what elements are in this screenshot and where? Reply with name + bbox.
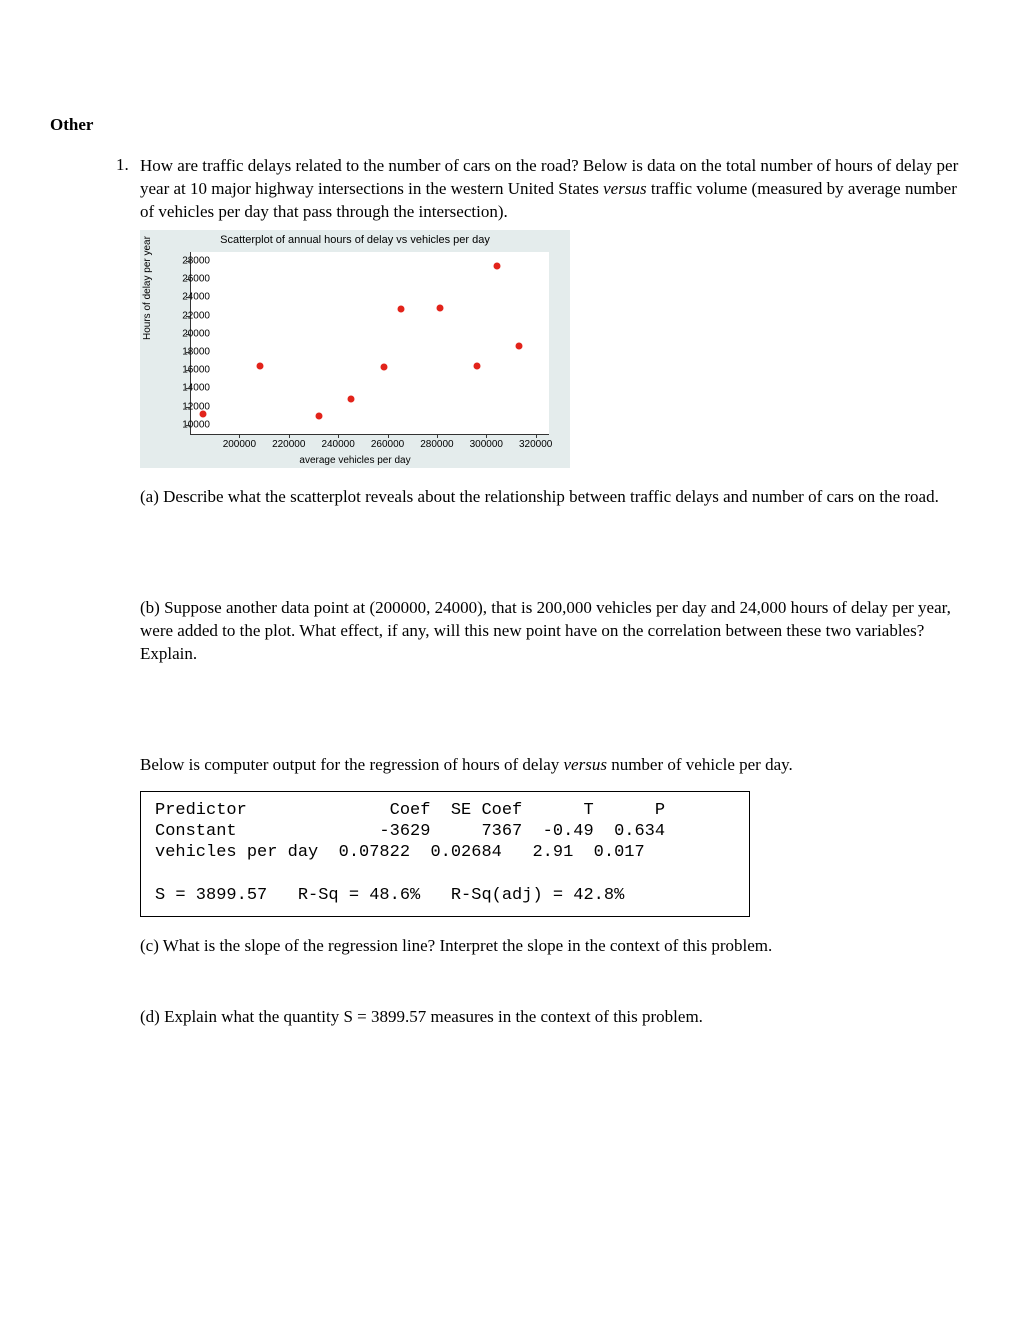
part-d: (d) Explain what the quantity S = 3899.5… (140, 1006, 960, 1029)
y-tick: 16000 (174, 365, 210, 376)
y-tick: 10000 (174, 419, 210, 430)
y-axis-label: Hours of delay per year (142, 236, 153, 340)
spacer (140, 666, 960, 736)
regression-output: Predictor Coef SE Coef T P Constant -362… (140, 791, 750, 917)
data-point (437, 305, 444, 312)
x-tick: 200000 (223, 439, 256, 450)
y-tick: 28000 (174, 255, 210, 266)
x-tick: 260000 (371, 439, 404, 450)
data-point (516, 343, 523, 350)
y-tick: 22000 (174, 310, 210, 321)
question-number: 1. (116, 155, 129, 175)
spacer (140, 958, 960, 988)
data-point (257, 362, 264, 369)
y-tick: 14000 (174, 383, 210, 394)
intro-versus: versus (603, 179, 646, 198)
x-tick: 300000 (470, 439, 503, 450)
regression-intro: Below is computer output for the regress… (140, 754, 960, 777)
page: Other 1. How are traffic delays related … (0, 0, 1020, 1079)
x-axis-label: average vehicles per day (140, 455, 570, 466)
plot-area (190, 252, 549, 435)
regression-intro-1: Below is computer output for the regress… (140, 755, 564, 774)
y-tick: 20000 (174, 328, 210, 339)
regression-intro-versus: versus (564, 755, 607, 774)
data-point (380, 364, 387, 371)
y-tick: 24000 (174, 292, 210, 303)
question-1: 1. How are traffic delays related to the… (140, 155, 960, 1029)
scatterplot: Scatterplot of annual hours of delay vs … (140, 230, 570, 468)
data-point (494, 263, 501, 270)
x-tick: 280000 (420, 439, 453, 450)
x-tick: 320000 (519, 439, 552, 450)
spacer (140, 509, 960, 579)
y-tick: 12000 (174, 401, 210, 412)
part-c: (c) What is the slope of the regression … (140, 935, 960, 958)
x-tick: 220000 (272, 439, 305, 450)
data-point (316, 412, 323, 419)
part-a: (a) Describe what the scatterplot reveal… (140, 486, 960, 509)
data-point (348, 396, 355, 403)
regression-intro-2: number of vehicle per day. (607, 755, 793, 774)
x-tick: 240000 (321, 439, 354, 450)
y-tick: 26000 (174, 274, 210, 285)
question-intro: How are traffic delays related to the nu… (140, 155, 960, 224)
chart-title: Scatterplot of annual hours of delay vs … (140, 230, 570, 246)
data-point (397, 306, 404, 313)
data-point (474, 363, 481, 370)
part-b: (b) Suppose another data point at (20000… (140, 597, 960, 666)
section-heading: Other (50, 115, 970, 135)
y-tick: 18000 (174, 346, 210, 357)
regression-text: Predictor Coef SE Coef T P Constant -362… (155, 800, 735, 906)
